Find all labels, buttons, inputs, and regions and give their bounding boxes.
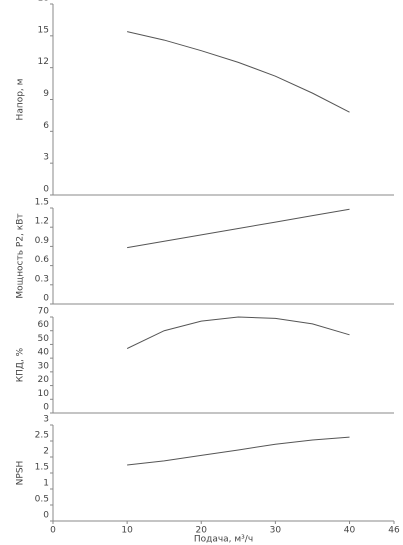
y-tick-label: 3 — [43, 153, 49, 163]
data-line — [127, 31, 350, 113]
x-tick-label: 46 — [388, 526, 400, 536]
y-tick-label: 2.5 — [35, 431, 49, 441]
y-tick-label: 1 — [43, 479, 49, 489]
y-axis-label: NPSH — [16, 461, 26, 486]
y-tick-label: 0.3 — [35, 274, 49, 284]
y-tick-label: 0 — [43, 185, 49, 195]
y-tick-label: 3 — [43, 415, 49, 425]
y-tick-label: 50 — [38, 334, 50, 344]
y-tick-label: 12 — [38, 57, 49, 67]
y-tick-label: 20 — [38, 375, 50, 385]
y-tick-label: 6 — [43, 121, 49, 131]
y-tick-label: 2 — [43, 447, 49, 457]
y-tick-label: 0.6 — [35, 255, 50, 265]
y-tick-label: 60 — [38, 320, 50, 330]
y-tick-label: 0.9 — [35, 236, 50, 246]
data-line — [127, 208, 350, 249]
y-tick-label: 30 — [38, 361, 50, 371]
y-tick-label: 18 — [38, 0, 50, 4]
y-tick-label: 10 — [38, 389, 50, 399]
y-tick-label: 0 — [43, 403, 49, 413]
y-axis-label: КПД, % — [16, 347, 26, 382]
data-line — [126, 316, 350, 349]
y-tick-label: 1.5 — [35, 463, 49, 473]
x-tick-label: 20 — [196, 526, 208, 536]
y-tick-label: 9 — [43, 89, 49, 99]
x-tick-label: 0 — [50, 526, 56, 536]
y-tick-label: 15 — [38, 25, 49, 35]
y-tick-label: 40 — [38, 348, 50, 358]
y-tick-label: 70 — [38, 307, 50, 317]
y-tick-label: 1.5 — [35, 198, 49, 208]
y-tick-label: 0.5 — [35, 495, 49, 505]
y-tick-label: 0 — [43, 511, 49, 521]
y-tick-label: 1.2 — [35, 217, 49, 227]
y-axis-label: Мощность P2, кВт — [16, 213, 26, 298]
y-axis-label: Напор, м — [16, 79, 26, 121]
x-tick-label: 10 — [121, 526, 133, 536]
x-tick-label: 30 — [270, 526, 282, 536]
data-line — [127, 436, 350, 466]
x-tick-label: 40 — [344, 526, 356, 536]
y-tick-label: 0 — [43, 294, 49, 304]
x-axis-label: Подача, м³/ч — [194, 535, 253, 545]
